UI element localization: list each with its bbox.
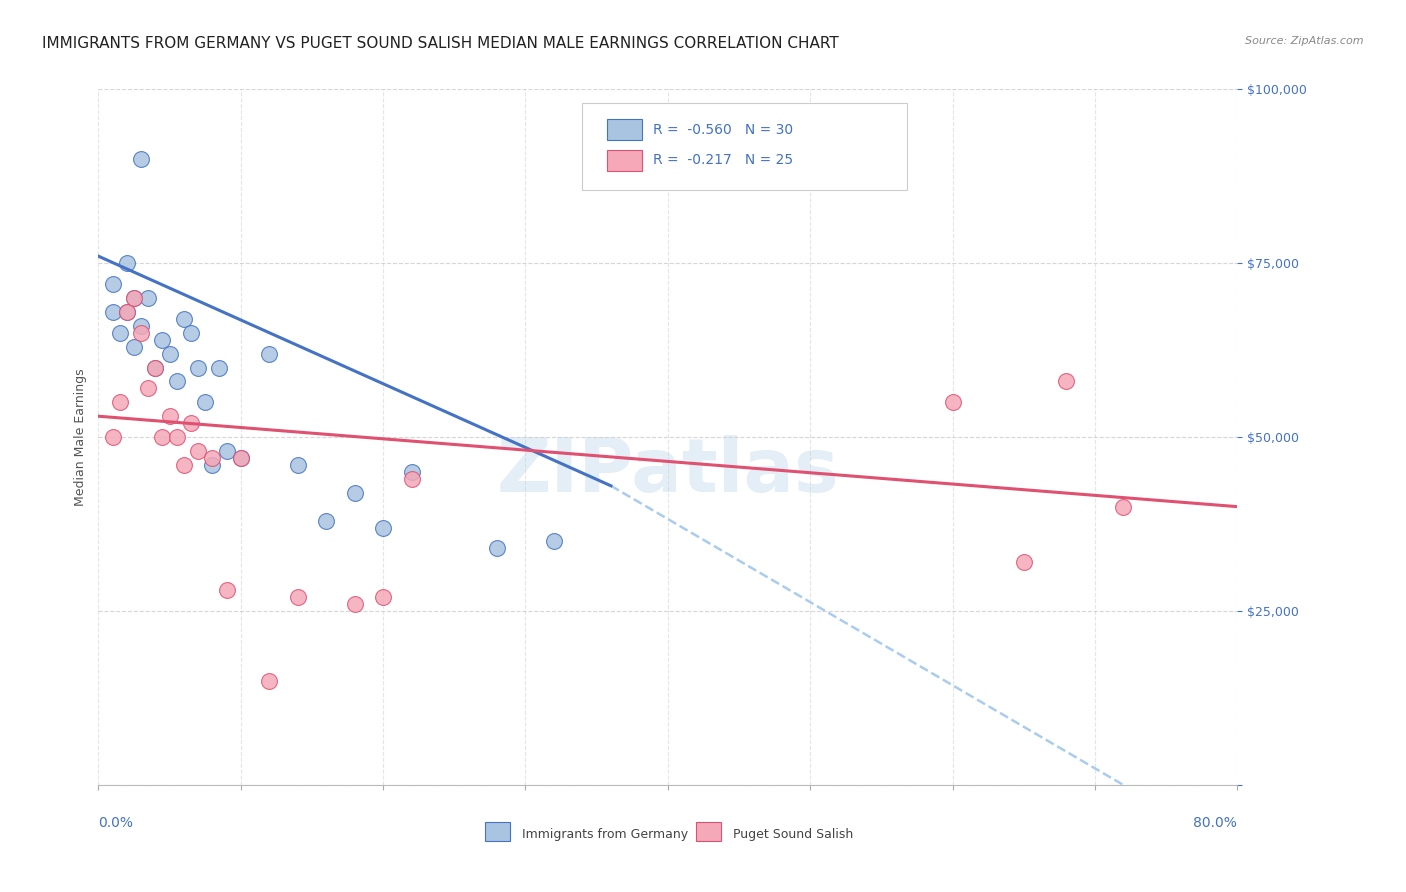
Text: 0.0%: 0.0%	[98, 816, 134, 830]
Point	[108, 395, 131, 409]
Point	[152, 430, 174, 444]
Point	[187, 360, 209, 375]
Point	[201, 458, 224, 472]
Point	[543, 534, 565, 549]
Point	[259, 673, 281, 688]
Y-axis label: Median Male Earnings: Median Male Earnings	[75, 368, 87, 506]
Point	[180, 326, 202, 340]
Point	[166, 375, 188, 389]
Point	[129, 326, 152, 340]
Point	[152, 333, 174, 347]
Point	[287, 458, 309, 472]
Text: ZIPatlas: ZIPatlas	[496, 435, 839, 508]
FancyBboxPatch shape	[582, 103, 907, 190]
Point	[129, 152, 152, 166]
Point	[129, 318, 152, 333]
Point	[343, 597, 366, 611]
Point	[173, 458, 195, 472]
Bar	[607, 150, 641, 170]
Point	[122, 340, 145, 354]
Point	[287, 590, 309, 604]
Text: R =  -0.560   N = 30: R = -0.560 N = 30	[652, 122, 793, 136]
Point	[101, 305, 124, 319]
Point	[486, 541, 509, 556]
Point	[115, 305, 138, 319]
Point	[942, 395, 965, 409]
Point	[343, 485, 366, 500]
Point	[145, 360, 167, 375]
Point	[215, 444, 238, 458]
Text: Puget Sound Salish: Puget Sound Salish	[733, 828, 853, 840]
Point	[136, 381, 159, 395]
Point	[180, 416, 202, 430]
Point	[145, 360, 167, 375]
Point	[1112, 500, 1135, 514]
Text: 80.0%: 80.0%	[1194, 816, 1237, 830]
Point	[194, 395, 217, 409]
Point	[1056, 375, 1078, 389]
Point	[101, 430, 124, 444]
Point	[136, 291, 159, 305]
Point	[173, 311, 195, 326]
Point	[122, 291, 145, 305]
Point	[166, 430, 188, 444]
Point	[373, 590, 395, 604]
Point	[108, 326, 131, 340]
Point	[187, 444, 209, 458]
Point	[215, 583, 238, 598]
Bar	[607, 120, 641, 140]
Point	[208, 360, 231, 375]
Point	[201, 450, 224, 465]
Point	[122, 291, 145, 305]
Point	[115, 256, 138, 270]
Point	[315, 514, 337, 528]
Point	[229, 450, 252, 465]
Text: Immigrants from Germany: Immigrants from Germany	[522, 828, 688, 840]
Point	[229, 450, 252, 465]
Point	[1012, 555, 1035, 569]
Point	[101, 277, 124, 291]
Point	[401, 465, 423, 479]
Point	[159, 409, 181, 424]
Point	[401, 472, 423, 486]
Point	[373, 520, 395, 534]
Point	[259, 346, 281, 360]
Text: Source: ZipAtlas.com: Source: ZipAtlas.com	[1246, 36, 1364, 45]
Point	[115, 305, 138, 319]
Text: R =  -0.217   N = 25: R = -0.217 N = 25	[652, 153, 793, 167]
Text: IMMIGRANTS FROM GERMANY VS PUGET SOUND SALISH MEDIAN MALE EARNINGS CORRELATION C: IMMIGRANTS FROM GERMANY VS PUGET SOUND S…	[42, 36, 839, 51]
Point	[159, 346, 181, 360]
